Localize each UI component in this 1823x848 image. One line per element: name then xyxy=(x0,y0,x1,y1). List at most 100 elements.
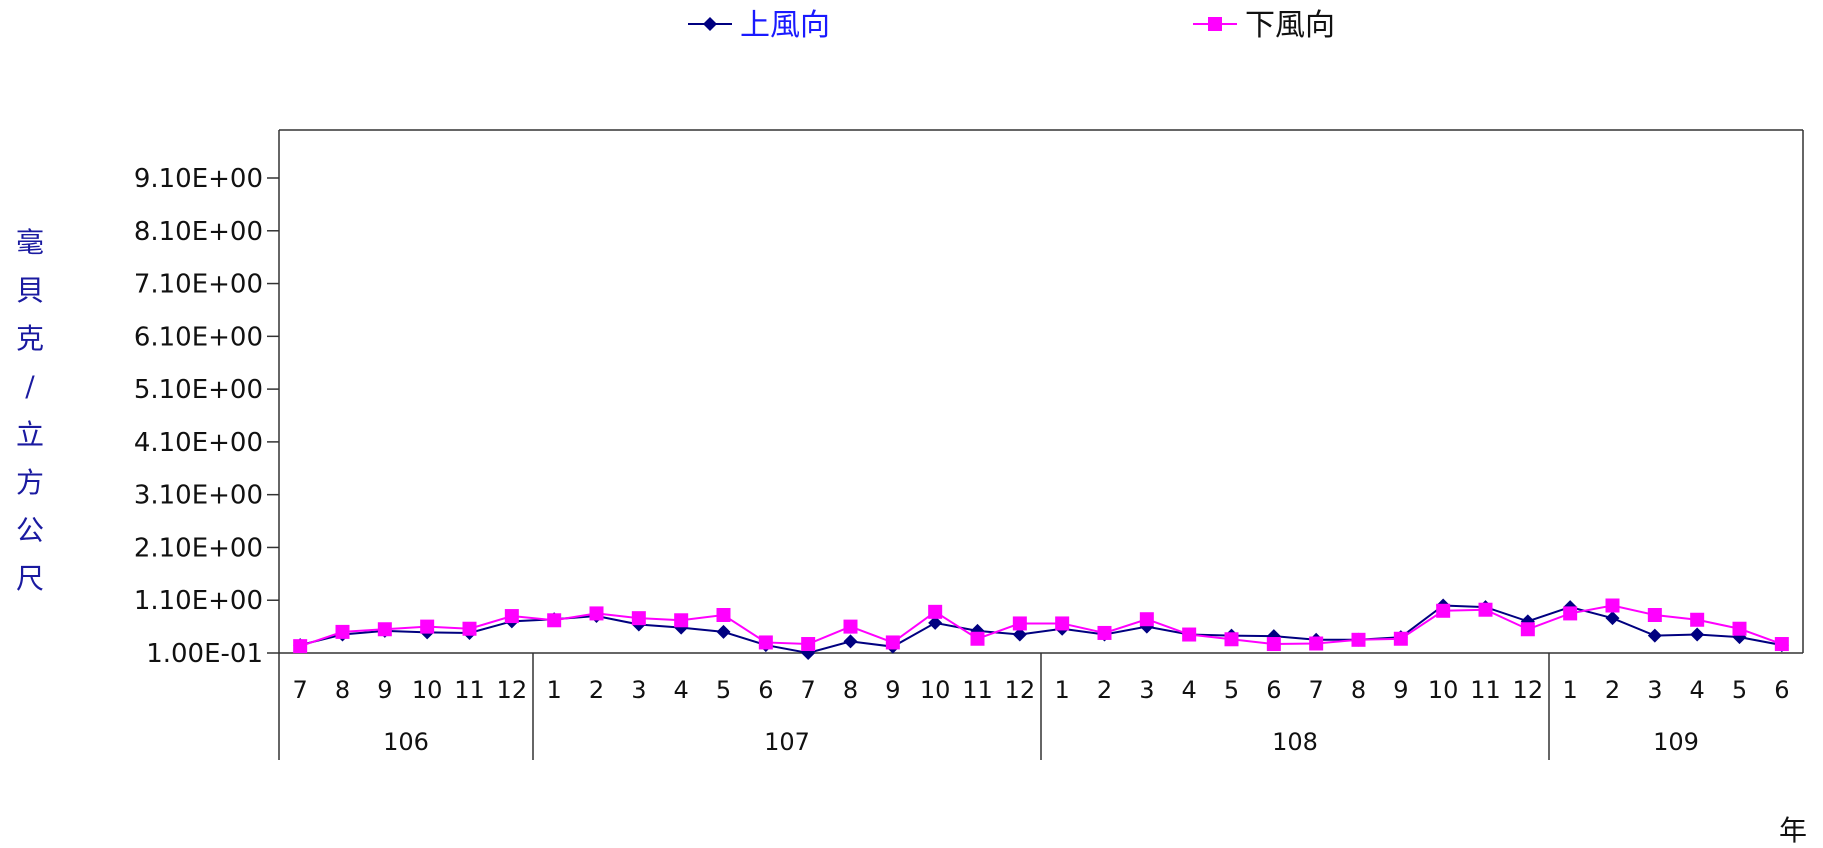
x-tick-label: 5 xyxy=(716,676,731,704)
y-tick-label: 2.10E+00 xyxy=(134,533,263,563)
y-tick-label: 5.10E+00 xyxy=(134,375,263,405)
x-tick-label: 9 xyxy=(885,676,900,704)
data-point xyxy=(420,619,435,634)
series-layer xyxy=(293,598,1789,660)
x-tick-label: 4 xyxy=(1182,676,1197,704)
data-point xyxy=(293,639,308,654)
data-point xyxy=(674,613,689,628)
data-point xyxy=(1732,621,1747,636)
data-point xyxy=(970,631,985,646)
data-point xyxy=(462,621,477,636)
series-line xyxy=(299,604,1783,648)
x-tick-label: 9 xyxy=(377,676,392,704)
x-tick-label: 3 xyxy=(1139,676,1154,704)
y-tick-label: 7.10E+00 xyxy=(134,270,263,300)
x-tick-label: 10 xyxy=(1428,676,1459,704)
y-tick-label: 1.10E+00 xyxy=(134,586,263,616)
data-point xyxy=(1478,602,1493,617)
x-tick-label: 9 xyxy=(1393,676,1408,704)
legend-downwind-marker xyxy=(1208,17,1222,31)
data-point xyxy=(1690,627,1705,642)
x-tick-label: 11 xyxy=(1470,676,1501,704)
legend-item-downwind: 下風向 xyxy=(1193,8,1335,43)
x-tick-label: 10 xyxy=(412,676,443,704)
data-point xyxy=(1224,632,1239,647)
data-point xyxy=(1436,603,1451,618)
x-tick-label: 3 xyxy=(631,676,646,704)
data-point xyxy=(716,624,731,639)
x-tick-label: 8 xyxy=(1351,676,1366,704)
y-axis-label-char: 立 xyxy=(16,418,44,451)
x-tick-label: 12 xyxy=(1513,676,1544,704)
data-point xyxy=(631,611,646,626)
x-tick-label: 7 xyxy=(293,676,308,704)
y-axis-label-char: 克 xyxy=(16,322,44,355)
data-point xyxy=(1774,637,1789,652)
series-downwind xyxy=(293,598,1789,654)
data-point xyxy=(1012,627,1027,642)
y-tick-label: 8.10E+00 xyxy=(134,217,263,247)
data-point xyxy=(1097,625,1112,640)
data-point xyxy=(843,634,858,649)
data-point xyxy=(1139,612,1154,627)
data-point xyxy=(928,615,943,630)
y-axis-label-char: / xyxy=(25,370,35,403)
y-axis-ticks: 9.10E+00 8.10E+00 7.10E+00 6.10E+00 5.10E+00… xyxy=(134,164,279,669)
x-tick-label: 11 xyxy=(454,676,485,704)
x-tick-label: 2 xyxy=(589,676,604,704)
data-point xyxy=(335,624,350,639)
y-tick-label: 1.00E-01 xyxy=(146,639,263,669)
legend-item-upwind: 上風向 xyxy=(688,8,830,43)
x-tick-label: 1 xyxy=(1563,676,1578,704)
data-point xyxy=(758,635,773,650)
year-group-label: 109 xyxy=(1653,728,1699,756)
data-point xyxy=(589,606,604,621)
x-tick-label: 11 xyxy=(962,676,993,704)
x-tick-label: 1 xyxy=(1055,676,1070,704)
data-point xyxy=(1055,616,1070,631)
data-point xyxy=(1690,612,1705,627)
x-tick-label: 8 xyxy=(843,676,858,704)
legend-downwind-label: 下風向 xyxy=(1245,8,1335,43)
data-point xyxy=(843,619,858,634)
data-point xyxy=(1182,627,1197,642)
data-point xyxy=(1266,637,1281,652)
data-point xyxy=(1393,631,1408,646)
y-tick-label: 4.10E+00 xyxy=(134,428,263,458)
x-tick-label: 2 xyxy=(1097,676,1112,704)
legend-upwind-label: 上風向 xyxy=(740,8,830,43)
series-line xyxy=(299,604,1783,655)
data-point xyxy=(1520,622,1535,637)
x-tick-label: 6 xyxy=(1774,676,1789,704)
x-tick-label: 1 xyxy=(547,676,562,704)
x-axis-categories: 7 8 9 10 11 12 1 2 3 4 5 6 7 8 9 10 11 12 1 2 3 4 5 6 7 8 9 10 11 12 1… xyxy=(293,653,1789,760)
y-tick-label: 3.10E+00 xyxy=(134,481,263,511)
legend: 上風向 下風向 xyxy=(688,8,1335,43)
data-point xyxy=(1605,611,1620,626)
x-tick-label: 7 xyxy=(1309,676,1324,704)
x-axis-unit-label: 年 xyxy=(1779,814,1807,847)
data-point xyxy=(1351,632,1366,647)
x-tick-label: 3 xyxy=(1647,676,1662,704)
y-tick-label: 9.10E+00 xyxy=(134,164,263,194)
data-point xyxy=(885,635,900,650)
legend-upwind-marker xyxy=(703,17,717,31)
year-group-label: 107 xyxy=(764,728,810,756)
y-axis-label-char: 尺 xyxy=(16,562,44,595)
x-tick-label: 10 xyxy=(920,676,951,704)
x-tick-label: 2 xyxy=(1605,676,1620,704)
x-tick-label: 7 xyxy=(801,676,816,704)
data-point xyxy=(1309,636,1324,651)
x-tick-label: 5 xyxy=(1732,676,1747,704)
x-tick-label: 8 xyxy=(335,676,350,704)
y-axis-label-char: 毫 xyxy=(16,226,44,259)
x-tick-label: 5 xyxy=(1224,676,1239,704)
data-point xyxy=(1605,598,1620,613)
y-axis-label-char: 方 xyxy=(16,466,44,499)
x-tick-label: 6 xyxy=(1266,676,1281,704)
data-point xyxy=(801,637,816,652)
y-axis-label-char: 公 xyxy=(16,514,44,547)
year-group-label: 106 xyxy=(383,728,429,756)
data-point xyxy=(1647,608,1662,622)
